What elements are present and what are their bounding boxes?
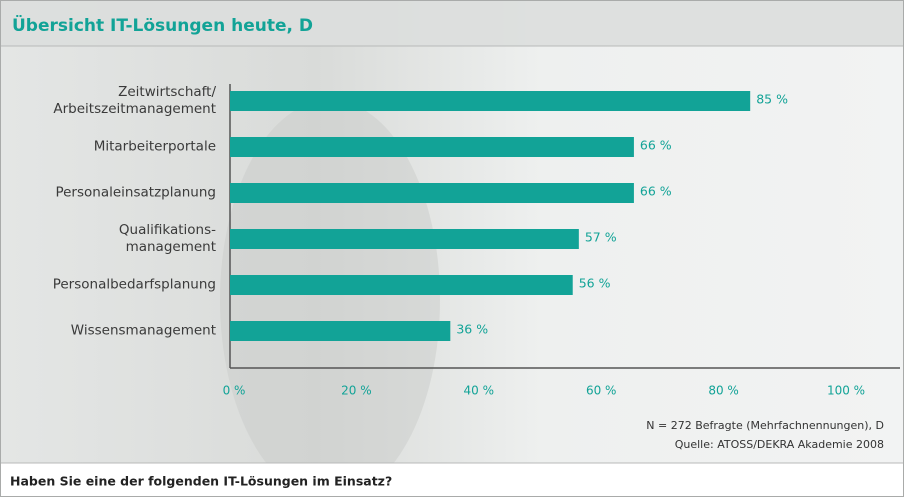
chart-title: Übersicht IT-Lösungen heute, D: [12, 14, 313, 36]
y-tick-label: Qualifikations- management: [0, 222, 216, 256]
y-tick-label: Wissensmanagement: [0, 323, 216, 340]
source: Quelle: ATOSS/DEKRA Akademie 2008: [675, 438, 884, 451]
value-label: 36 %: [456, 322, 488, 337]
x-tick-label: 80 %: [708, 384, 739, 398]
x-tick-label: 100 %: [827, 384, 865, 398]
value-label: 66 %: [640, 184, 672, 199]
value-label: 85 %: [756, 92, 788, 107]
x-tick-label: 40 %: [464, 384, 495, 398]
page: Übersicht IT-Lösungen heute, D Haben Sie…: [0, 0, 904, 497]
y-tick-label: Mitarbeiterportale: [0, 139, 216, 156]
bar: [230, 137, 634, 157]
y-tick-label: Personalbedarfsplanung: [0, 277, 216, 294]
bar: [230, 321, 450, 341]
bar: [230, 275, 573, 295]
x-tick-label: 0 %: [223, 384, 246, 398]
background-figure: [220, 100, 440, 497]
y-tick-label: Personaleinsatzplanung: [0, 185, 216, 202]
value-label: 57 %: [585, 230, 617, 245]
footnote: N = 272 Befragte (Mehrfachnennungen), D: [646, 419, 884, 432]
bar: [230, 229, 579, 249]
value-label: 56 %: [579, 276, 611, 291]
bar: [230, 183, 634, 203]
bar: [230, 91, 750, 111]
x-tick-label: 20 %: [341, 384, 372, 398]
question: Haben Sie eine der folgenden IT-Lösungen…: [10, 474, 392, 489]
x-tick-label: 60 %: [586, 384, 617, 398]
value-label: 66 %: [640, 138, 672, 153]
y-tick-label: Zeitwirtschaft/ Arbeitszeitmanagement: [0, 84, 216, 118]
